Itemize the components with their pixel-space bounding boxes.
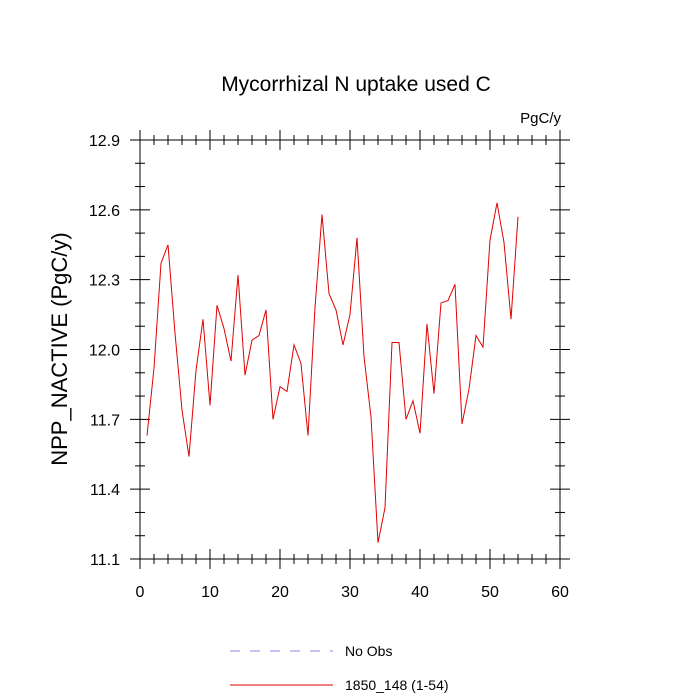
legend-label-1850-148: 1850_148 (1-54) [345, 677, 449, 693]
x-tick-label: 20 [271, 584, 289, 601]
chart-title: Mycorrhizal N uptake used C [221, 73, 491, 96]
x-tick-label: 30 [341, 584, 359, 601]
x-tick-label: 60 [551, 584, 569, 601]
y-tick-label: 11.7 [90, 412, 120, 429]
units-label: PgC/y [520, 110, 561, 127]
x-tick-label: 10 [201, 584, 219, 601]
axis-tick-labels: 0 10 20 30 40 50 60 11.1 11.4 11.7 12.0 12.3 12.6 12.… [89, 133, 569, 601]
legend: No Obs 1850_148 (1-54) [230, 643, 449, 693]
y-tick-label: 12.0 [89, 343, 120, 360]
series-line-1 [146, 202, 519, 543]
y-axis-label: NPP_NACTIVE (PgC/y) [47, 232, 72, 466]
x-tick-label: 50 [481, 584, 499, 601]
legend-label-no-obs: No Obs [345, 643, 392, 659]
x-tick-label: 0 [136, 584, 145, 601]
axis-ticks [130, 130, 570, 569]
y-tick-label: 12.3 [89, 273, 120, 290]
y-tick-label: 12.9 [89, 133, 120, 150]
y-tick-label: 11.4 [90, 482, 120, 499]
y-tick-label: 12.6 [89, 203, 120, 220]
x-tick-label: 40 [411, 584, 429, 601]
series-lines [146, 202, 519, 543]
y-tick-label: 11.1 [90, 552, 120, 569]
